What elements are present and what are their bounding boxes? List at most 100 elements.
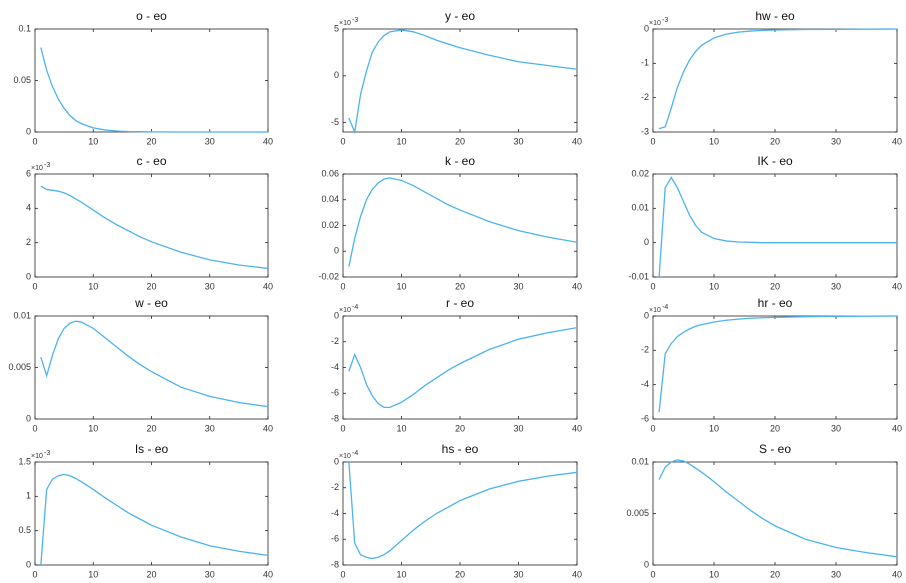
x-tick-label: 30	[513, 423, 523, 433]
axes-box	[34, 173, 269, 278]
x-tick-label: 20	[770, 136, 780, 146]
y-tick-label: -8	[331, 413, 339, 423]
subplot: 0 10 20 30 40-8-6-4-20×10 -4 r - eo	[331, 296, 582, 433]
line	[658, 315, 898, 413]
y-scale-exponent: -4	[352, 304, 358, 311]
x-tick-label: 10	[396, 569, 406, 579]
x-tick-label: 0	[650, 281, 655, 291]
line	[348, 177, 578, 267]
y-tick-label: 0.06	[321, 168, 339, 178]
line	[40, 47, 268, 133]
x-tick-label: 30	[513, 281, 523, 291]
line	[658, 176, 897, 278]
subplot-title: hw - eo	[755, 9, 795, 23]
x-tick-label: 30	[205, 569, 215, 579]
x-tick-label: 30	[831, 569, 841, 579]
x-tick-label: 10	[709, 281, 719, 291]
y-tick-label: 0.01	[631, 203, 649, 213]
y-tick-label: -4	[331, 362, 339, 372]
y-tick-label: 0.5	[18, 525, 31, 535]
y-tick-label: -2	[641, 345, 649, 355]
x-tick-label: 10	[396, 281, 406, 291]
subplot-title: k - eo	[445, 154, 475, 168]
x-tick-label: 30	[831, 423, 841, 433]
subplot-title: r - eo	[446, 296, 474, 310]
axes-box	[342, 28, 578, 133]
subplot: 0 10 20 30 40 0 0.005 0.01 w - eo	[8, 296, 273, 433]
axes-box	[34, 315, 269, 420]
y-scale-base: ×10	[31, 453, 43, 460]
x-tick-label: 0	[340, 423, 345, 433]
y-tick-label: 0.04	[321, 194, 339, 204]
y-tick-label: 0	[26, 413, 31, 423]
y-tick-label: -2	[331, 336, 339, 346]
y-scale-exponent: -3	[44, 162, 50, 169]
line	[348, 326, 578, 409]
y-tick-label: 5	[334, 23, 339, 33]
y-scale-base: ×10	[339, 20, 351, 27]
line	[658, 459, 898, 558]
y-tick-label: -1	[641, 58, 649, 68]
y-tick-label: 0.005	[626, 508, 649, 518]
x-tick-label: 10	[709, 136, 719, 146]
subplot-title: hs - eo	[442, 442, 479, 456]
subplot-title: w - eo	[134, 296, 168, 310]
x-tick-label: 40	[892, 281, 902, 291]
x-tick-label: 20	[455, 423, 465, 433]
axes-box	[342, 461, 578, 566]
x-tick-label: 20	[455, 569, 465, 579]
subplot: 0 10 20 30 40-3-2-10×10 -3 hw - eo	[641, 9, 902, 146]
x-tick-label: 10	[709, 569, 719, 579]
y-tick-label: -4	[641, 379, 649, 389]
x-tick-label: 0	[340, 569, 345, 579]
y-scale-base: ×10	[339, 453, 351, 460]
subplot: 0 10 20 30 40 0 2 4 6×10 -3 c - eo	[26, 154, 273, 291]
y-tick-label: 2	[26, 237, 31, 247]
x-tick-label: 10	[396, 136, 406, 146]
axes-box	[652, 461, 898, 566]
subplot-title: o - eo	[136, 9, 167, 23]
x-tick-label: 30	[513, 569, 523, 579]
y-scale-base: ×10	[649, 307, 661, 314]
y-tick-label: 0	[334, 246, 339, 256]
y-tick-label: 0	[334, 310, 339, 320]
line	[348, 461, 578, 560]
line	[40, 320, 269, 408]
y-tick-label: 0.02	[321, 220, 339, 230]
subplot: 0 10 20 30 40-505×10 -3 y - eo	[331, 9, 582, 146]
x-tick-label: 10	[88, 569, 98, 579]
y-scale-base: ×10	[339, 307, 351, 314]
y-tick-label: 0	[644, 23, 649, 33]
subplot: 0 10 20 30 40-6-4-20×10 -4 hr - eo	[641, 296, 902, 433]
y-tick-label: 0.01	[631, 456, 649, 466]
y-tick-label: 0	[26, 559, 31, 569]
y-tick-label: -6	[331, 388, 339, 398]
x-tick-label: 0	[650, 569, 655, 579]
x-tick-label: 20	[770, 569, 780, 579]
x-tick-label: 0	[650, 423, 655, 433]
y-tick-label: -0.01	[628, 271, 649, 281]
y-tick-label: 0	[334, 456, 339, 466]
y-tick-label: 6	[26, 168, 31, 178]
x-tick-label: 30	[831, 281, 841, 291]
x-tick-label: 40	[263, 281, 273, 291]
y-tick-label: 0	[334, 70, 339, 80]
x-tick-label: 20	[770, 281, 780, 291]
y-tick-label: -2	[331, 482, 339, 492]
axes-box	[652, 173, 898, 278]
x-tick-label: 20	[146, 136, 156, 146]
axes-box	[652, 315, 898, 420]
line	[40, 185, 269, 270]
x-tick-label: 40	[263, 423, 273, 433]
x-tick-label: 0	[32, 569, 37, 579]
y-tick-label: 0.005	[8, 362, 31, 372]
subplot-title: IK - eo	[757, 154, 793, 168]
subplot: 0 10 20 30 40 0 0.05 0.1 o - eo	[13, 9, 273, 146]
x-tick-label: 40	[572, 136, 582, 146]
y-scale-exponent: -3	[662, 17, 668, 24]
y-tick-label: 0.05	[13, 75, 31, 85]
y-scale-base: ×10	[649, 20, 661, 27]
